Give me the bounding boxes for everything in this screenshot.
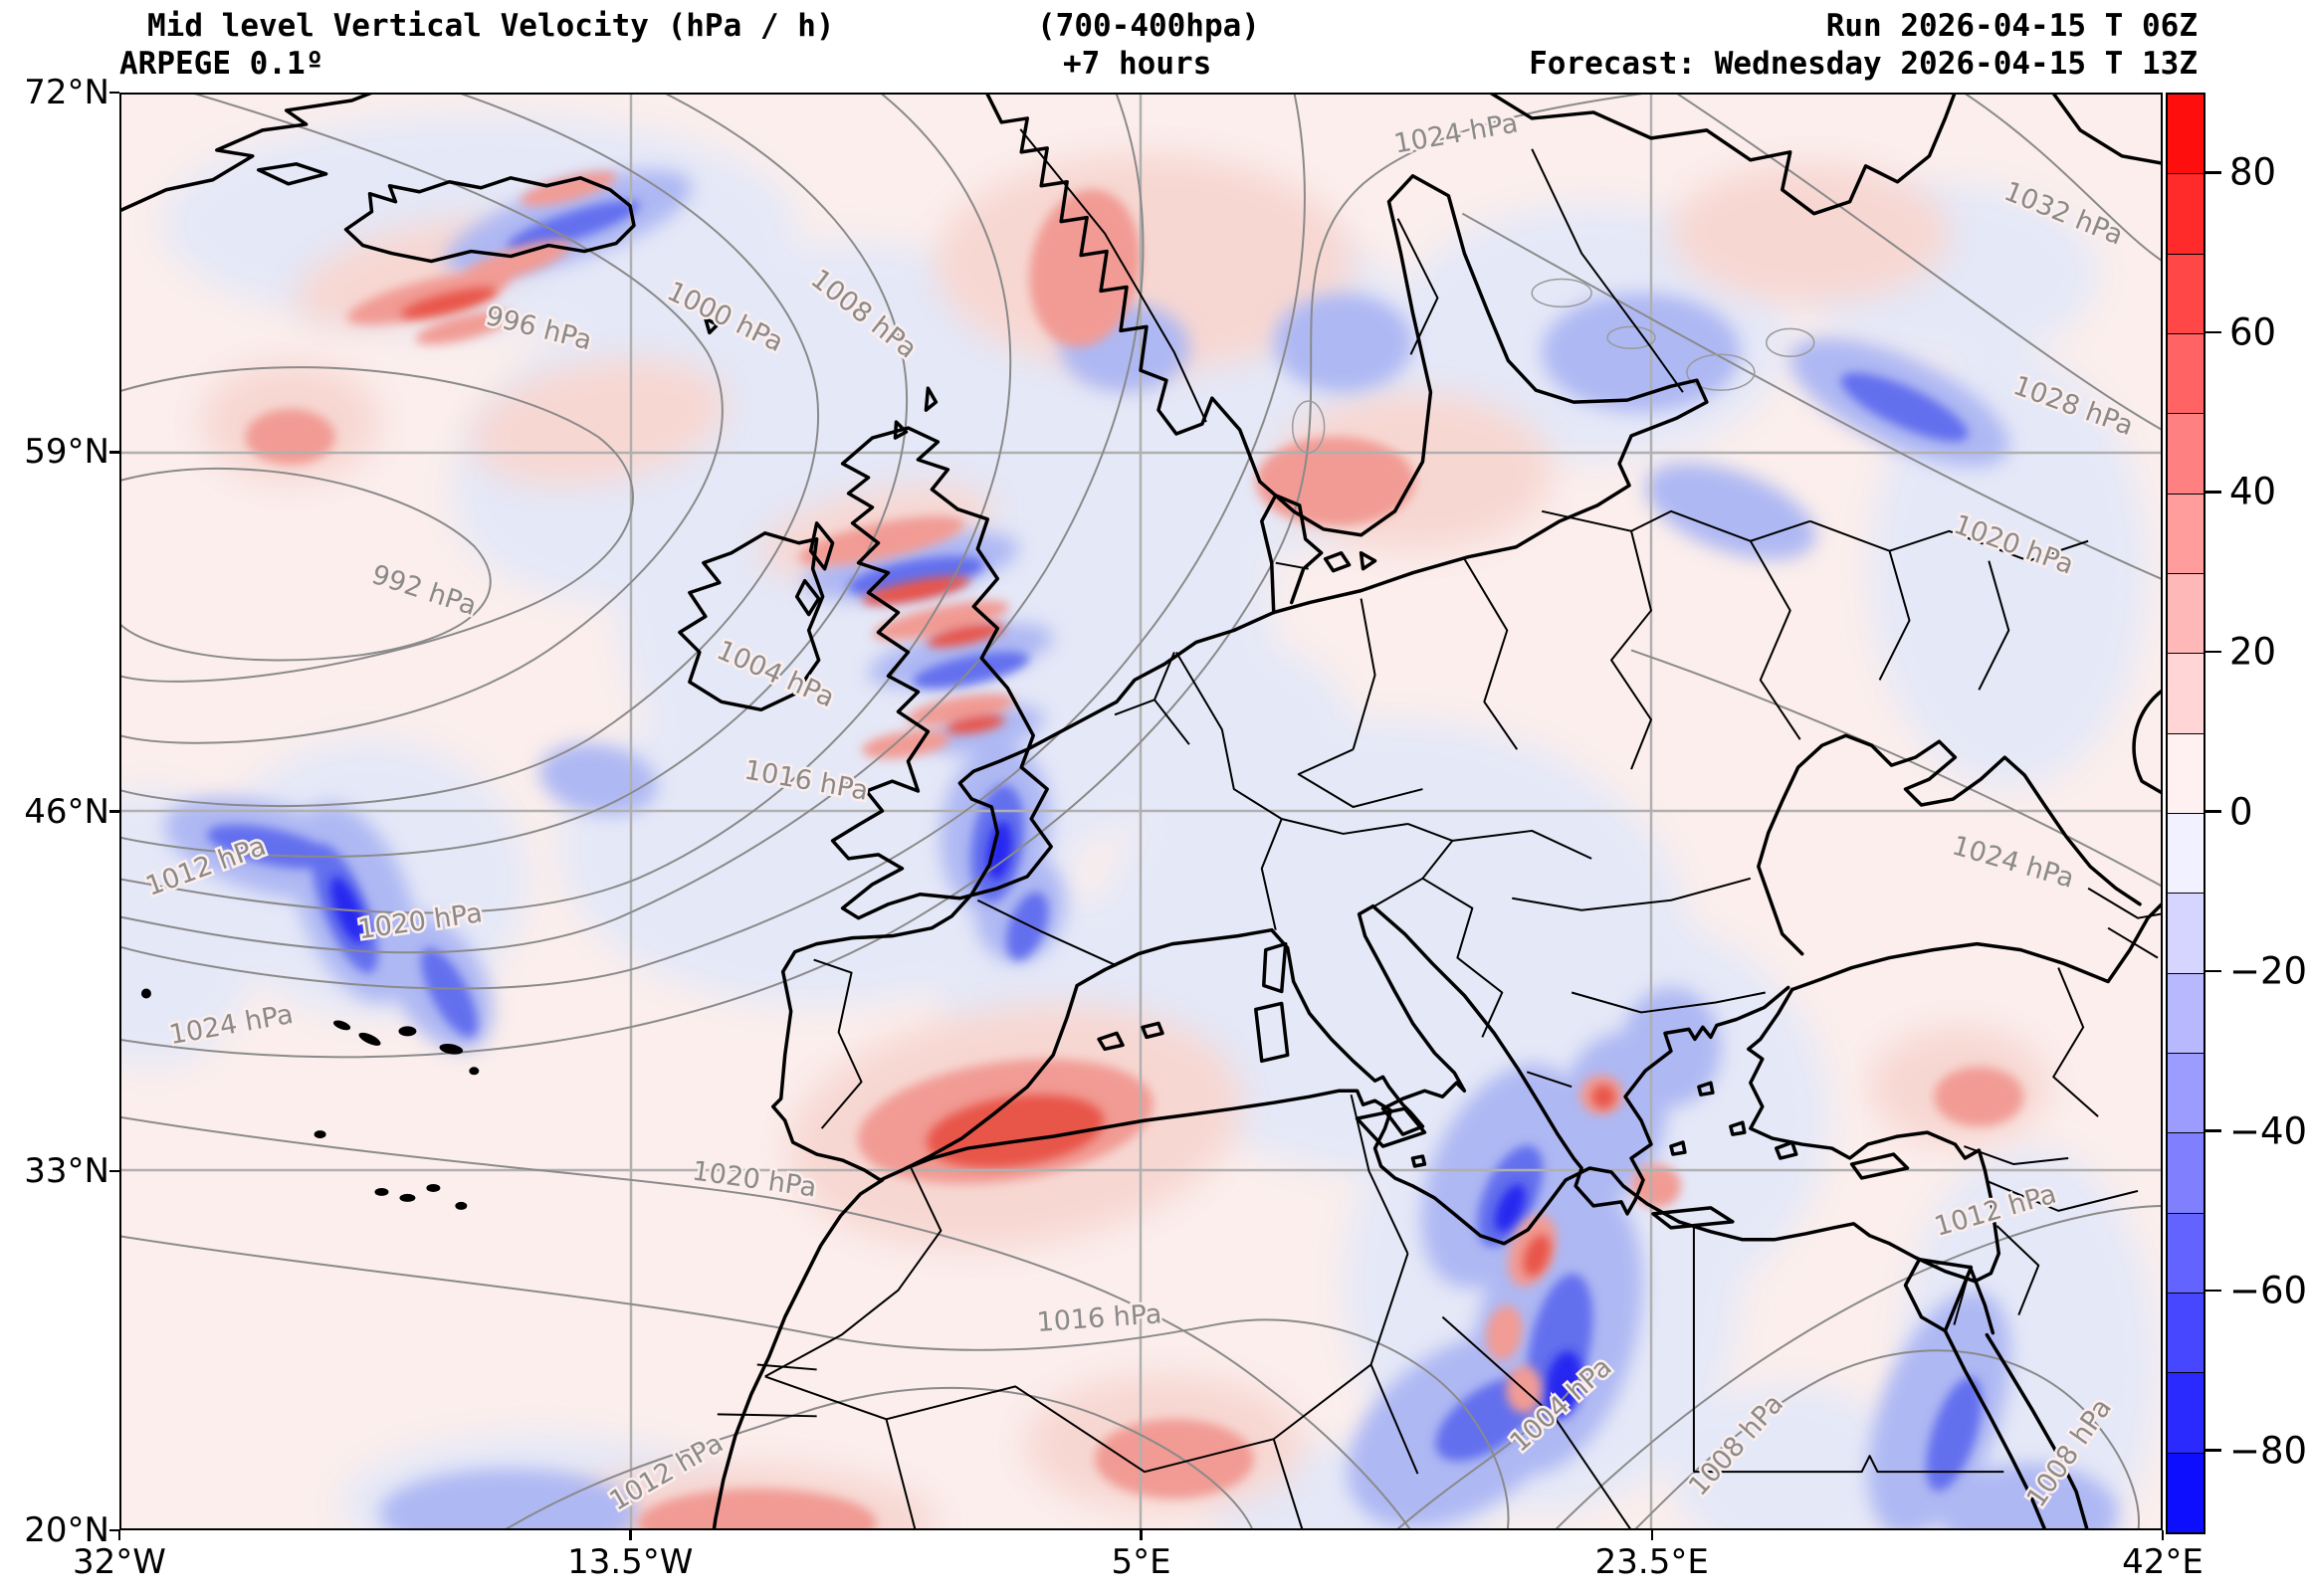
colorbar-segment xyxy=(2168,893,2204,973)
model-label: ARPEGE 0.1º xyxy=(119,46,324,82)
colorbar-tick-label: −60 xyxy=(2229,1269,2308,1312)
y-tick-mark xyxy=(109,91,119,95)
y-tick-mark xyxy=(109,451,119,454)
lakes xyxy=(1291,278,1815,454)
colorbar-segment xyxy=(2168,732,2204,813)
colorbar-segment xyxy=(2168,572,2204,654)
x-tick-label: 42°E xyxy=(2122,1542,2204,1582)
colorbar-segment xyxy=(2168,173,2204,254)
colorbar-tick-label: 80 xyxy=(2229,150,2277,194)
colorbar-tick-label: 0 xyxy=(2229,790,2253,833)
colorbar-segment xyxy=(2168,1132,2204,1213)
colorbar xyxy=(2166,93,2205,1534)
x-tick-mark xyxy=(1140,1530,1143,1540)
colorbar-tick-label: −80 xyxy=(2229,1429,2308,1473)
colorbar-segment xyxy=(2168,95,2204,174)
colorbar-tick-mark xyxy=(2205,1129,2221,1132)
colorbar-segment xyxy=(2168,413,2204,494)
colorbar-segment xyxy=(2168,493,2204,573)
y-tick-label: 20°N xyxy=(24,1510,109,1550)
velocity-field-light-red xyxy=(200,153,2049,1528)
colorbar-tick-label: −20 xyxy=(2229,949,2308,993)
x-tick-label: 23.5°E xyxy=(1594,1542,1709,1582)
forecast-label: Forecast: Wednesday 2026-04-15 T 13Z xyxy=(1529,46,2198,82)
colorbar-segment xyxy=(2168,972,2204,1053)
y-tick-label: 59°N xyxy=(24,432,109,473)
colorbar-tick-mark xyxy=(2205,491,2221,494)
y-tick-mark xyxy=(109,810,119,813)
colorbar-tick-mark xyxy=(2205,1449,2221,1452)
atlantic-islands xyxy=(140,988,480,1210)
level-note: (700-400hpa) xyxy=(1037,8,1260,44)
colorbar-segment xyxy=(2168,1212,2204,1293)
colorbar-segment xyxy=(2168,1052,2204,1133)
graticule-gridlines xyxy=(121,95,2161,1528)
colorbar-tick-mark xyxy=(2205,969,2221,973)
colorbar-tick-mark xyxy=(2205,650,2221,654)
colorbar-tick-mark xyxy=(2205,171,2221,174)
colorbar-tick-label: 40 xyxy=(2229,470,2277,513)
y-tick-label: 46°N xyxy=(24,791,109,832)
x-tick-mark xyxy=(1650,1530,1653,1540)
page-title: Mid level Vertical Velocity (hPa / h) xyxy=(147,8,835,44)
y-tick-mark xyxy=(109,1528,119,1532)
x-tick-label: 13.5°W xyxy=(567,1542,694,1582)
x-tick-label: 5°E xyxy=(1111,1542,1171,1582)
colorbar-segment xyxy=(2168,253,2204,333)
colorbar-tick-label: 60 xyxy=(2229,310,2277,354)
colorbar-segment xyxy=(2168,332,2204,414)
run-label: Run 2026-04-15 T 06Z xyxy=(1825,8,2198,44)
colorbar-segment xyxy=(2168,1372,2204,1453)
y-tick-label: 33°N xyxy=(24,1150,109,1191)
x-tick-mark xyxy=(629,1530,632,1540)
y-tick-mark xyxy=(109,1169,119,1172)
y-tick-label: 72°N xyxy=(24,73,109,112)
coastlines xyxy=(121,95,2161,1528)
colorbar-tick-label: −40 xyxy=(2229,1109,2308,1153)
lead-time-label: +7 hours xyxy=(1063,46,1212,82)
colorbar-tick-mark xyxy=(2205,1289,2221,1293)
x-tick-mark xyxy=(2161,1530,2165,1540)
colorbar-tick-label: 20 xyxy=(2229,630,2277,674)
x-tick-mark xyxy=(117,1530,121,1540)
map-plot-area: 1024 hPa 1032 hPa 1008 hPa 1000 hPa 996 hPa 1… xyxy=(119,93,2163,1530)
velocity-field-strong-red xyxy=(400,287,1616,1277)
colorbar-tick-mark xyxy=(2205,330,2221,334)
x-tick-label: 32°W xyxy=(73,1542,166,1582)
colorbar-segment xyxy=(2168,653,2204,733)
colorbar-tick-mark xyxy=(2205,810,2221,813)
pressure-contours xyxy=(121,95,2161,1528)
country-borders xyxy=(717,128,2161,1528)
colorbar-segment xyxy=(2168,1452,2204,1532)
colorbar-segment xyxy=(2168,1292,2204,1373)
colorbar-segment xyxy=(2168,812,2204,894)
